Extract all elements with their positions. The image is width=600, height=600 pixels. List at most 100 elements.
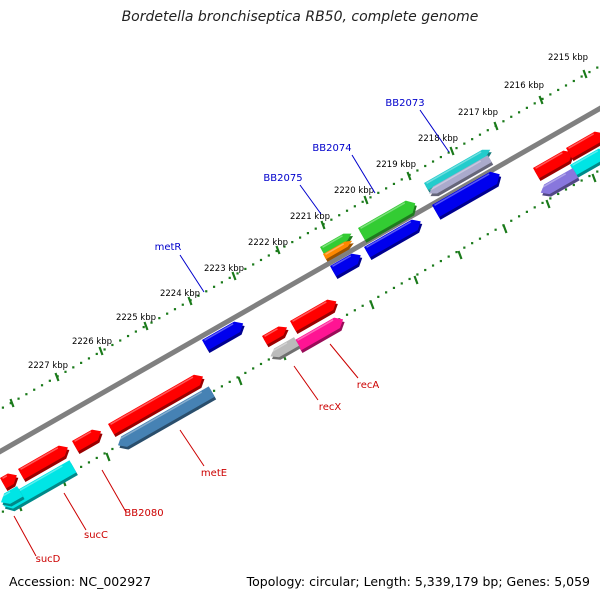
inner-track-dot: [541, 201, 544, 204]
outer-track-dot: [173, 308, 177, 311]
genome-backbone: [0, 105, 600, 455]
inner-track-dot: [103, 452, 106, 455]
inner-track-dot: [228, 380, 231, 383]
outer-track-dot: [400, 178, 403, 181]
inner-track-dot: [361, 304, 364, 307]
gene-arrow: [262, 326, 289, 348]
outer-track-dot: [463, 142, 466, 145]
outer-track-dot: [369, 196, 372, 199]
inner-track-major-tick: [237, 376, 243, 386]
outer-track-dot: [385, 187, 388, 190]
gene-arrow: [72, 429, 103, 455]
inner-track-dot: [377, 295, 380, 298]
outer-track-major-tick: [363, 195, 369, 205]
outer-track-dot: [87, 357, 91, 360]
outer-track-dot: [48, 379, 51, 382]
inner-track-major-tick: [502, 224, 508, 234]
outer-track-dot: [212, 285, 216, 288]
inner-track-dot: [259, 362, 263, 366]
gene-label-leader: [351, 154, 376, 194]
inner-track-major-tick: [545, 199, 551, 209]
outer-track-dot: [439, 155, 442, 159]
inner-track-dot: [580, 179, 583, 182]
inner-track-dot: [87, 461, 91, 464]
outer-track-dot: [377, 191, 380, 194]
outer-track-dot: [306, 232, 310, 235]
outer-track-dot: [17, 397, 20, 400]
inner-track-dot: [424, 268, 427, 272]
accession-text: Accession: NC_002927: [9, 574, 152, 589]
inner-track-dot: [447, 255, 450, 258]
inner-track-major-tick: [591, 173, 597, 183]
inner-track-dot: [345, 313, 349, 316]
outer-track-dot: [9, 402, 12, 405]
outer-track-dot: [330, 218, 333, 221]
gene-arrow: [270, 337, 301, 360]
outer-track-dot: [557, 88, 560, 92]
inner-track-dot: [494, 228, 497, 231]
outer-track-dot: [244, 267, 247, 271]
outer-track-major-tick: [98, 346, 104, 356]
outer-track-dot: [103, 348, 106, 351]
outer-track-dot: [275, 249, 278, 253]
gene-arrow: [540, 168, 580, 197]
inner-track-dot: [572, 183, 575, 187]
tick-label: 2219 kbp: [376, 160, 416, 170]
gene-label: BB2073: [385, 98, 424, 109]
inner-track-dot: [463, 246, 466, 249]
gene-label-leader: [179, 254, 205, 293]
outer-track-dot: [158, 317, 161, 320]
gene-label: recA: [357, 380, 380, 391]
inner-track-dot: [400, 282, 403, 285]
outer-track-dot: [252, 263, 255, 266]
inner-track-dot: [392, 286, 396, 290]
gene-arrow: [202, 321, 245, 354]
outer-track-major-tick: [231, 271, 237, 281]
outer-track-dot: [259, 258, 263, 262]
inner-track-dot: [455, 251, 458, 254]
outer-track-dot: [119, 339, 122, 342]
outer-track-dot: [267, 254, 270, 257]
outer-track-major-tick: [582, 69, 588, 79]
gene-label: BB2080: [124, 508, 163, 519]
outer-track-dot: [572, 79, 575, 83]
outer-track-major-tick: [275, 245, 281, 255]
tick-label: 2216 kbp: [504, 81, 544, 91]
gene-label-leader: [293, 365, 319, 401]
outer-track-dot: [299, 236, 302, 239]
outer-track-dot: [588, 70, 591, 74]
gene-arrow: [18, 445, 70, 483]
inner-track-dot: [596, 170, 599, 173]
gene-arrow: [570, 148, 600, 179]
outer-track-major-tick: [406, 171, 412, 181]
outer-track-dot: [580, 75, 583, 78]
gene-label: sucC: [84, 530, 108, 541]
outer-track-dot: [424, 164, 427, 168]
inner-track-dot: [517, 215, 521, 218]
gene-arrow: [358, 200, 417, 243]
gene-label-leader: [13, 515, 37, 557]
outer-track-major-tick: [320, 220, 326, 230]
outer-track-dot: [150, 321, 153, 324]
outer-track-dot: [236, 272, 239, 275]
outer-track-dot: [596, 66, 599, 69]
inner-track-dot: [267, 358, 270, 361]
outer-track-dot: [455, 147, 458, 150]
gene-arrow: [0, 473, 19, 492]
inner-track-dot: [1, 510, 5, 513]
tick-label: 2218 kbp: [418, 134, 458, 144]
outer-track-major-tick: [9, 398, 15, 408]
gene-label: sucD: [36, 554, 61, 565]
inner-track-dot: [252, 367, 255, 370]
outer-track-dot: [166, 312, 169, 315]
outer-track-dot: [486, 129, 489, 132]
outer-track-dot: [338, 214, 341, 217]
tick-track-dots: [1, 66, 599, 513]
outer-track-dot: [1, 406, 5, 409]
outer-track-dot: [134, 330, 137, 333]
outer-track-dot: [353, 205, 356, 208]
outer-track-dot: [72, 366, 75, 369]
outer-track-dot: [517, 111, 521, 114]
inner-track-dot: [588, 174, 591, 178]
outer-track-dot: [541, 97, 544, 100]
